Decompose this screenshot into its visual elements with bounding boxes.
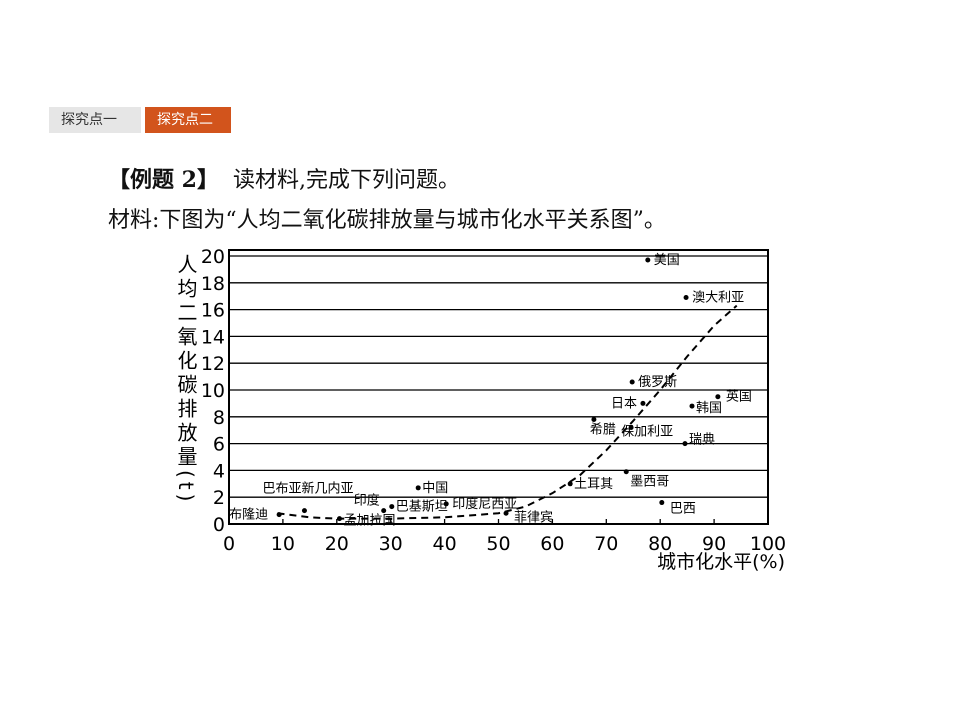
x-tick-label: 50	[486, 533, 510, 555]
point-label: 希腊	[590, 422, 616, 437]
data-point	[381, 508, 387, 514]
data-point	[629, 379, 635, 385]
y-tick-label: 12	[201, 353, 225, 375]
point-label: 韩国	[696, 401, 722, 416]
data-point	[503, 510, 509, 516]
x-axis-label: 城市化水平(%)	[657, 551, 785, 573]
data-point	[628, 425, 634, 431]
y-tick-label: 4	[213, 460, 225, 482]
x-tick-label: 100	[750, 533, 786, 555]
data-point	[640, 400, 646, 406]
x-tick-label: 40	[433, 533, 457, 555]
y-tick-label: 6	[213, 434, 225, 456]
x-tick-label: 90	[702, 533, 726, 555]
y-tick-label: 0	[213, 514, 225, 536]
y-axis-label: 人均二氧化碳排放量(t)	[174, 254, 198, 506]
data-point	[689, 403, 695, 409]
point-label: 巴西	[670, 502, 696, 517]
x-tick-label: 60	[540, 533, 564, 555]
data-point	[276, 512, 282, 518]
point-label: 印度	[354, 493, 380, 509]
point-label: 土耳其	[574, 477, 613, 492]
point-label: 墨西哥	[630, 475, 669, 490]
data-point	[389, 504, 395, 510]
data-point	[715, 394, 721, 400]
y-tick-label: 14	[201, 326, 225, 348]
data-point	[443, 501, 449, 507]
data-point	[683, 295, 689, 301]
point-label: 澳大利亚	[692, 290, 744, 306]
point-label: 瑞典	[689, 433, 715, 448]
material: 材料:下图为“人均二氧化碳排放量与城市化水平关系图”。	[108, 208, 666, 233]
point-label: 中国	[422, 481, 448, 496]
point-label: 美国	[654, 253, 680, 268]
data-point	[301, 508, 307, 514]
point-label: 菲律宾	[514, 509, 553, 525]
data-point	[415, 485, 421, 491]
y-tick-label: 20	[201, 246, 225, 268]
data-point	[623, 469, 629, 475]
data-point	[336, 516, 342, 522]
y-tick-label: 18	[201, 273, 225, 295]
x-tick-label: 70	[594, 533, 618, 555]
plot-frame	[228, 249, 769, 525]
data-point	[591, 416, 597, 422]
x-tick-label: 10	[271, 533, 295, 555]
point-label: 英国	[726, 390, 752, 405]
point-label: 印度尼西亚	[452, 496, 517, 512]
data-point	[567, 481, 573, 487]
x-tick-label: 20	[325, 533, 349, 555]
y-tick-label: 2	[213, 487, 225, 509]
tab[interactable]: 探究点一	[49, 107, 141, 133]
point-label: 俄罗斯	[638, 375, 677, 390]
x-tick-label: 30	[379, 533, 403, 555]
data-point	[682, 441, 688, 447]
question-text: 读材料,完成下列问题。	[232, 168, 460, 193]
point-label: 布隆迪	[229, 508, 268, 523]
x-tick-label: 0	[223, 533, 235, 555]
point-label: 巴布亚新几内亚	[262, 481, 353, 497]
data-point	[659, 500, 665, 506]
point-label: 日本	[611, 396, 637, 411]
chart: 人均二氧化碳排放量(t) 城市化水平(%) 0 2 4 6 8 10 12 14 16 18 20 0…	[172, 244, 786, 580]
y-tick-label: 16	[201, 300, 225, 322]
data-point	[645, 257, 651, 263]
point-label: 孟加拉国	[343, 514, 395, 529]
point-label: 保加利亚	[621, 425, 673, 440]
question-heading: 【例题 2】	[108, 167, 219, 193]
question-line: 【例题 2】 读材料,完成下列问题。	[108, 162, 460, 194]
x-tick-label: 80	[648, 533, 672, 555]
trend-line	[277, 304, 738, 520]
y-tick-label: 8	[213, 407, 225, 429]
tab-active[interactable]: 探究点二	[145, 107, 231, 133]
point-label: 巴基斯坦	[396, 500, 448, 515]
y-tick-label: 10	[201, 380, 225, 402]
